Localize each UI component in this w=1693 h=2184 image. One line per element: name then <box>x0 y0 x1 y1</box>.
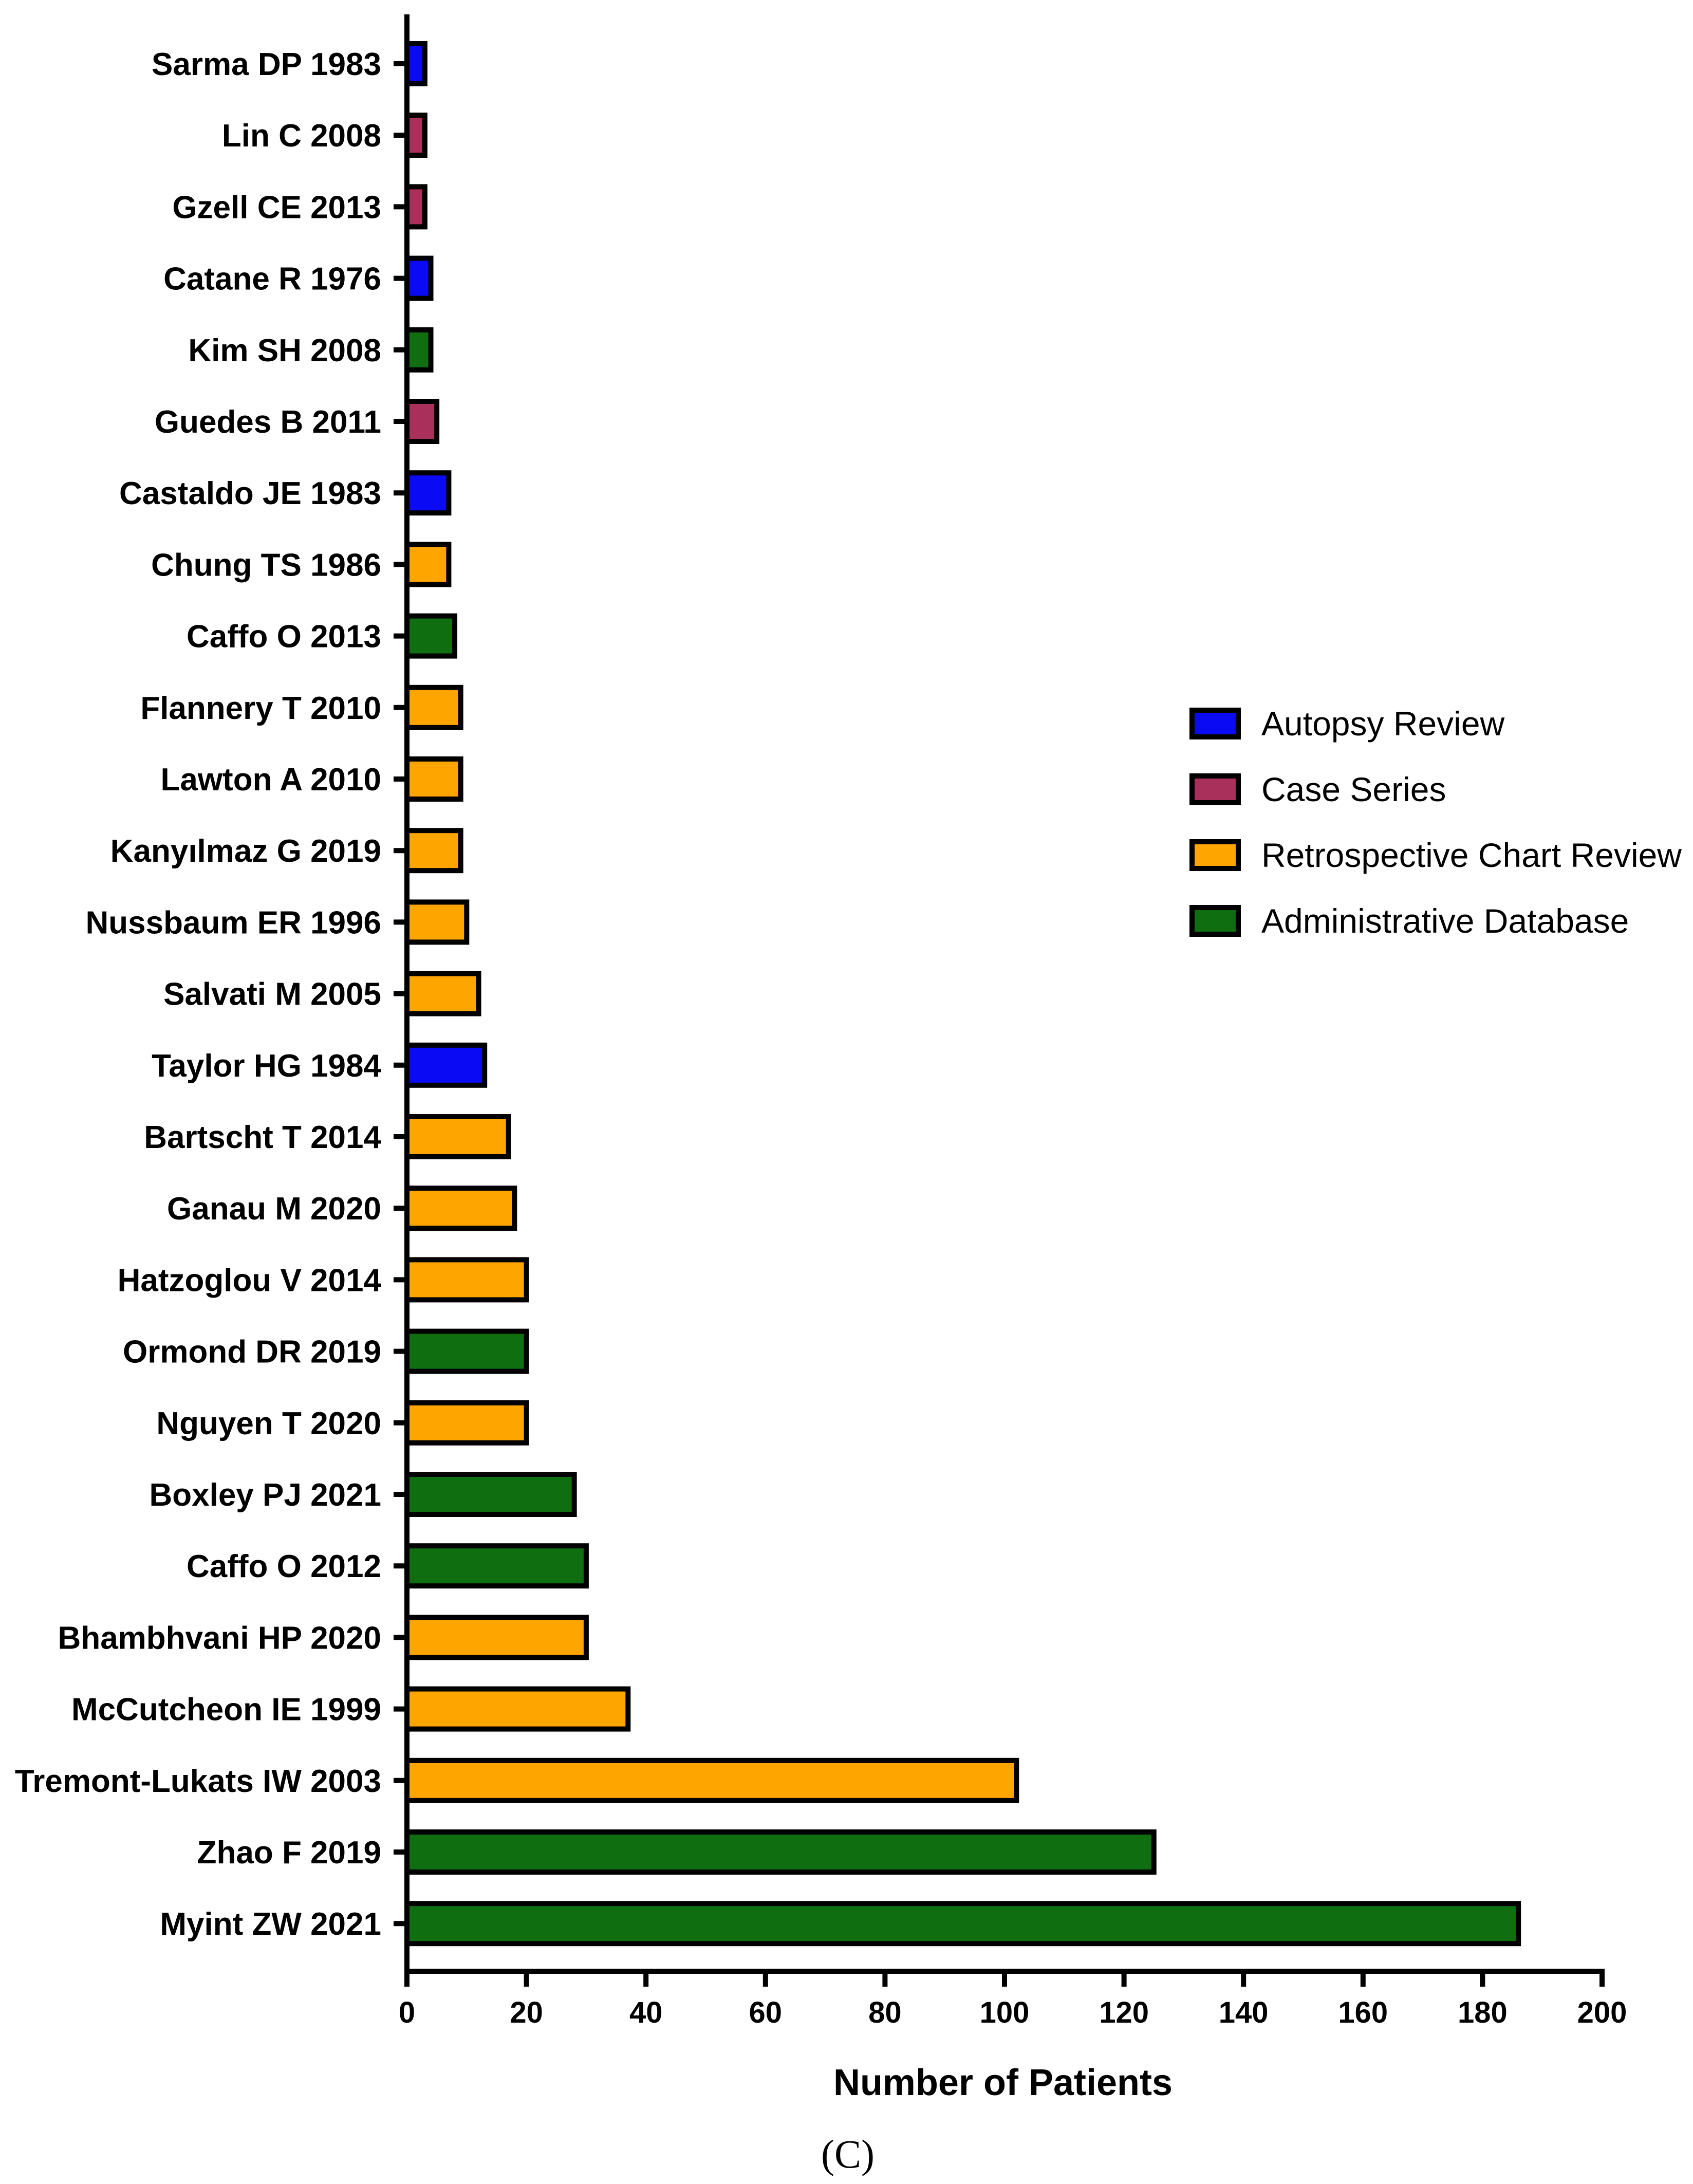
bar <box>404 1686 631 1732</box>
category-label: Catane R 1976 <box>163 262 381 297</box>
x-axis-title: Number of Patients <box>833 2062 1173 2103</box>
category-label: Caffo O 2012 <box>187 1549 381 1584</box>
legend-label: Retrospective Chart Review <box>1261 836 1682 874</box>
category-label: Flannery T 2010 <box>140 691 381 726</box>
category-label: Tremont-Lukats IW 2003 <box>15 1764 381 1799</box>
category-label: Nussbaum ER 1996 <box>86 905 381 940</box>
bars-group <box>404 41 1521 1947</box>
bar <box>404 1615 589 1660</box>
bar <box>404 399 440 444</box>
bar <box>404 255 434 301</box>
category-label: McCutcheon IE 1999 <box>71 1692 381 1728</box>
bar <box>404 899 470 945</box>
category-label: Bartscht T 2014 <box>144 1120 381 1155</box>
category-label: Taylor HG 1984 <box>152 1048 381 1084</box>
x-tick-label: 100 <box>980 1996 1030 2029</box>
x-tick-label: 140 <box>1219 1996 1269 2029</box>
x-tick-label: 180 <box>1458 1996 1508 2029</box>
panel-label: (C) <box>821 2132 875 2176</box>
category-label: Ormond DR 2019 <box>123 1335 381 1370</box>
category-label: Chung TS 1986 <box>151 547 381 583</box>
legend-swatch <box>1189 839 1241 871</box>
bar <box>404 1829 1157 1875</box>
bar <box>404 1757 1019 1803</box>
bar <box>404 684 463 730</box>
legend-label: Case Series <box>1261 770 1446 808</box>
legend-swatch <box>1189 773 1241 805</box>
bar <box>404 1257 529 1303</box>
category-label: Ganau M 2020 <box>167 1191 381 1227</box>
bar <box>404 327 434 373</box>
category-label: Salvati M 2005 <box>163 977 381 1012</box>
bar <box>404 1400 529 1446</box>
category-label: Castaldo JE 1983 <box>119 476 381 511</box>
x-axis: 0 20 40 60 80 100 120 140 160 180 200 <box>399 1969 1627 2029</box>
category-label: Lawton A 2010 <box>160 762 381 798</box>
category-label: Kanyılmaz G 2019 <box>110 834 381 869</box>
category-label: Sarma DP 1983 <box>152 47 381 82</box>
bar <box>404 1901 1521 1947</box>
category-label: Kim SH 2008 <box>188 333 381 368</box>
legend-label: Administrative Database <box>1261 902 1629 940</box>
bar <box>404 613 458 659</box>
bar <box>404 828 463 874</box>
bar <box>404 542 452 587</box>
category-label: Boxley PJ 2021 <box>149 1477 381 1513</box>
legend-label: Autopsy Review <box>1261 705 1505 743</box>
x-tick-label: 200 <box>1577 1996 1627 2029</box>
legend: Autopsy Review Case Series Retrospective C… <box>1189 705 1682 940</box>
bar <box>404 1114 511 1159</box>
category-labels: Sarma DP 1983 Lin C 2008 Gzell CE 2013 Cata… <box>15 47 382 1942</box>
bar <box>404 1328 529 1374</box>
y-axis <box>394 14 410 1974</box>
x-tick-label: 120 <box>1099 1996 1149 2029</box>
legend-swatch <box>1189 708 1241 739</box>
bar <box>404 756 463 802</box>
category-label: Caffo O 2013 <box>187 619 381 655</box>
category-label: Myint ZW 2021 <box>160 1907 381 1942</box>
bar <box>404 1472 577 1517</box>
bar <box>404 184 427 230</box>
bar <box>404 470 452 516</box>
bar <box>404 41 427 86</box>
category-label: Bhambhvani HP 2020 <box>58 1620 381 1656</box>
category-label: Zhao F 2019 <box>197 1835 381 1871</box>
category-label: Guedes B 2011 <box>155 404 381 440</box>
category-label: Gzell CE 2013 <box>172 190 381 225</box>
x-tick-label: 160 <box>1338 1996 1388 2029</box>
x-tick-label: 20 <box>510 1996 543 2029</box>
bar <box>404 971 481 1016</box>
bar <box>404 1543 589 1589</box>
bar <box>404 1186 517 1231</box>
category-label: Hatzoglou V 2014 <box>118 1263 382 1298</box>
bar <box>404 113 427 158</box>
category-label: Nguyen T 2020 <box>156 1406 381 1441</box>
x-tick-label: 40 <box>629 1996 663 2029</box>
legend-swatch <box>1189 905 1241 937</box>
category-label: Lin C 2008 <box>222 118 381 154</box>
x-tick-label: 80 <box>868 1996 902 2029</box>
x-tick-label: 60 <box>749 1996 783 2029</box>
x-tick-label: 0 <box>399 1996 415 2029</box>
bar <box>404 1042 488 1088</box>
